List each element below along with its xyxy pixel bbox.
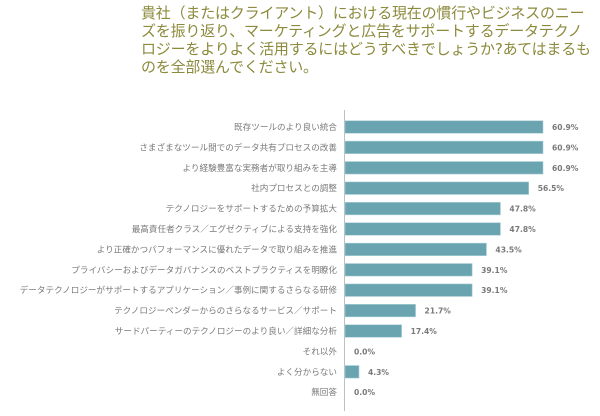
category-label: テクノロジーベンダーからのさらなるサービス／サポート [114, 305, 337, 317]
data-label: 60.9% [552, 123, 579, 132]
category-label: より正確かつパフォーマンスに優れたデータで取り組みを推進 [97, 243, 338, 255]
bar [344, 365, 360, 379]
category-label: 最高責任者クラス／エグゼクティブによる支持を強化 [132, 223, 338, 235]
chart-title: 貴社（またはクライアント）における現在の慣行やビジネスのニーズを振り返り、マーケ… [141, 4, 591, 76]
bar [344, 263, 473, 277]
bar [344, 283, 473, 297]
bar [344, 304, 416, 318]
category-label: 既存ツールのより良い統合 [234, 121, 337, 133]
data-label: 39.1% [481, 286, 508, 295]
bar [344, 222, 501, 236]
category-label: それ以外 [303, 345, 338, 357]
category-label: テクノロジーをサポートするための予算拡大 [166, 203, 338, 215]
data-label: 43.5% [495, 245, 522, 254]
bar [344, 242, 487, 256]
bar [344, 202, 501, 216]
bar [344, 120, 544, 134]
data-label: 56.5% [538, 184, 565, 193]
data-label: 0.0% [354, 388, 375, 397]
category-label: プライバシーおよびデータガバナンスのベストプラクティスを明瞭化 [71, 264, 337, 276]
data-label: 17.4% [411, 327, 438, 336]
data-label: 60.9% [552, 143, 579, 152]
data-label: 0.0% [354, 347, 375, 356]
category-label: 無回答 [311, 386, 337, 398]
bar [344, 181, 529, 195]
category-label: より経験豊富な実務者が取り組みを主導 [182, 162, 337, 174]
category-label: さまざまなツール間でのデータ共有プロセスの改善 [139, 141, 337, 153]
data-label: 60.9% [552, 164, 579, 173]
category-label: サードパーティーのテクノロジーのより良い／詳細な分析 [115, 325, 338, 337]
bar [344, 324, 402, 338]
bar [344, 161, 544, 175]
category-label: 社内プロセスとの調整 [251, 182, 337, 194]
category-label: データテクノロジーがサポートするアプリケーション／事例に関するさらなる研修 [20, 284, 338, 296]
category-label: よく分からない [277, 367, 337, 378]
bar [344, 140, 544, 154]
data-label: 39.1% [481, 266, 508, 275]
data-label: 47.8% [509, 225, 536, 234]
data-label: 4.3% [368, 368, 389, 377]
data-label: 47.8% [509, 205, 536, 214]
data-label: 21.7% [425, 307, 452, 316]
